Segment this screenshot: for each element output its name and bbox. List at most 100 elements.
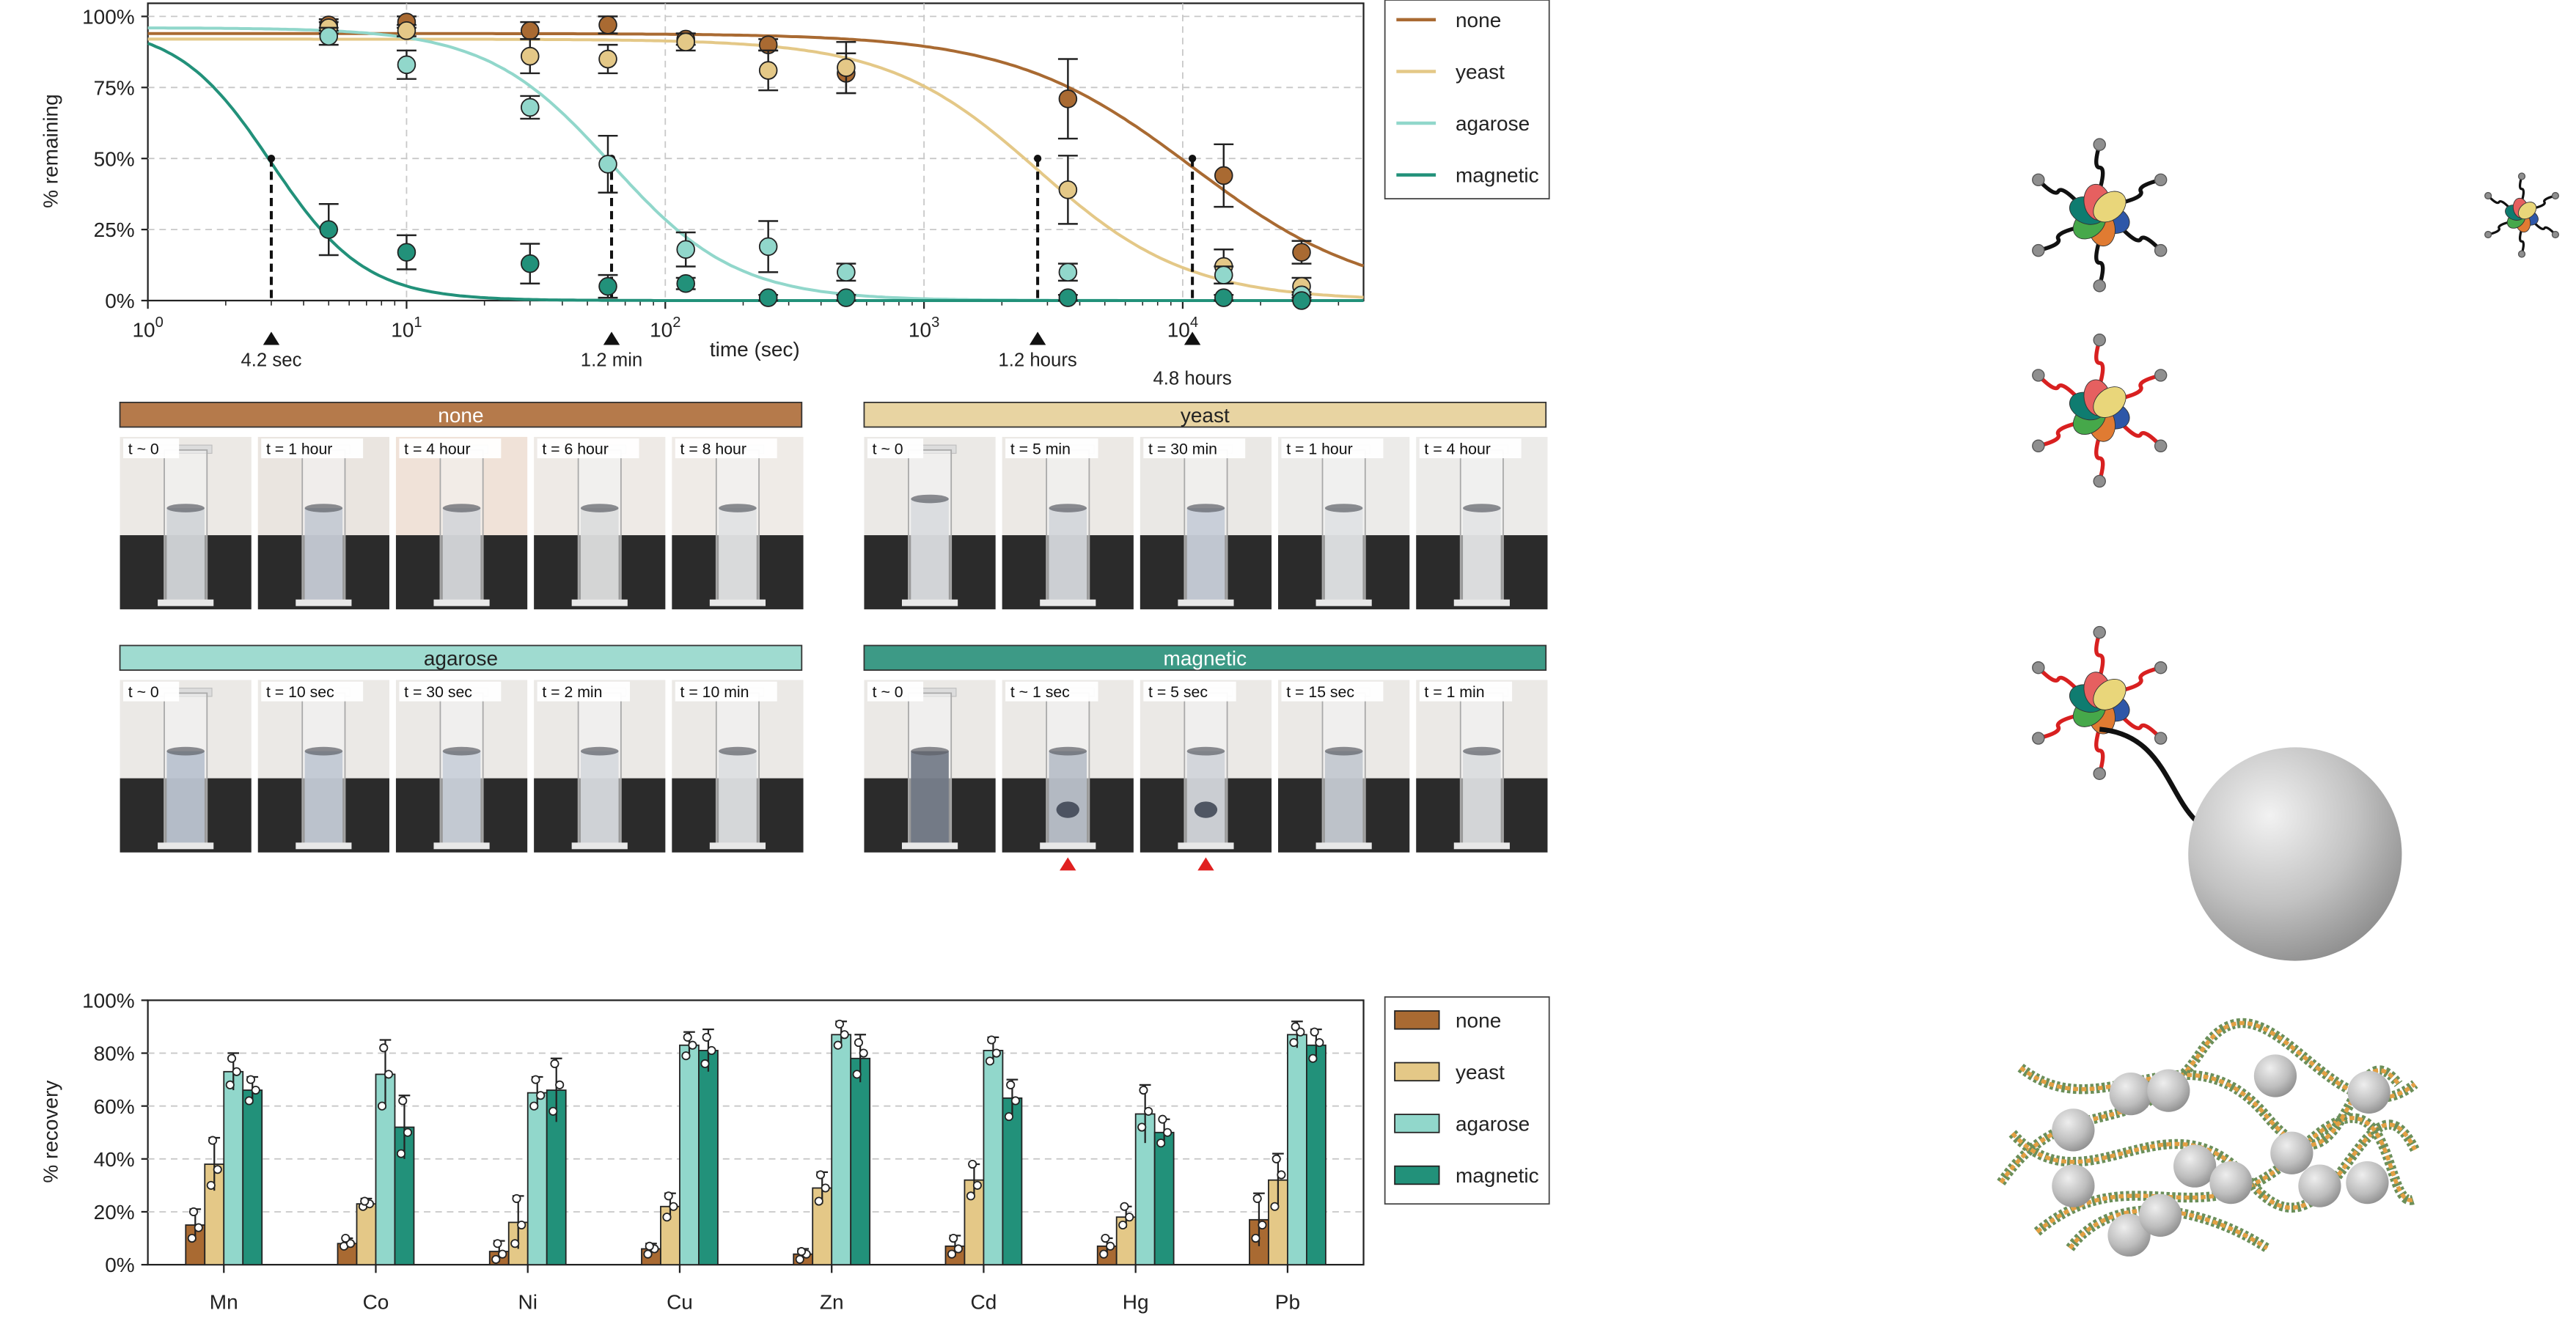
replicate-point [1006,1080,1016,1089]
linker-arm [2533,194,2556,210]
frame-label-bg [537,681,630,702]
replicate-point [384,1070,394,1079]
fit-curve-magnetic [147,42,1364,303]
frame-label: t = 1 min [1424,683,1484,701]
linker-arm [2487,194,2511,210]
replicate-point [949,1233,958,1243]
photo-panel-header [119,644,803,671]
replicate-point [251,1085,260,1095]
cuvette-photo: t ~ 0 [120,680,252,853]
cuvette-base [296,599,352,606]
arm-end-bead [2032,369,2045,382]
cuvette-liquid [1463,508,1501,601]
replicate-point [985,1056,995,1066]
cuvette-photo: t = 8 hour [672,436,804,610]
cuvette-base [709,842,766,850]
frame-label-bg [1005,681,1098,702]
agarose-bead [2173,1144,2217,1188]
replicate-point [1270,1202,1280,1211]
cuvette-meniscus [1324,504,1363,512]
cuvette-meniscus [911,746,949,756]
cuvette-photo: t ~ 0 [120,436,252,610]
photo-panel-none: none t ~ 0 t = 1 hour t = 4 hour t = 6 hour t… [119,402,804,610]
frame-label: t = 1 hour [266,440,332,457]
agarose-bead [2298,1164,2341,1207]
bar-category-labels: Mn Co Ni Cu Zn Cd Hg Pb [210,1265,1300,1314]
cuvette-base [901,842,958,850]
cuvette-photo: t = 30 sec [395,680,528,853]
cuvette-meniscus [911,494,949,504]
replicate-point [664,1191,673,1201]
yeast-displayed-protein-icon [2032,334,2168,488]
bar-y-tick-label: 40% [94,1148,135,1171]
legend-label-yeast: yeast [1456,61,1505,84]
data-point-magnetic [598,276,617,296]
cuvette-meniscus [1324,746,1363,756]
arm-end-bead [2032,243,2045,257]
replicate-point [187,1233,197,1243]
photo-panel-title: agarose [424,647,498,669]
data-point-magnetic [676,273,695,293]
frame-label-bg [261,681,364,702]
replicate-point [341,1233,351,1243]
photo-panel-title: none [438,404,483,427]
agarose-network-icon [1997,1018,2420,1257]
decay-x-tick-label: 100 [132,315,163,341]
fit-curve-yeast [147,37,1364,299]
bar-agarose [1287,1034,1307,1266]
cuvette-photo: t ~ 0 [864,436,996,610]
data-point-none [1292,243,1311,262]
replicate-point [645,1241,654,1251]
replicate-point [396,1149,406,1158]
arm-end-bead [2032,732,2045,745]
arm-end-bead [2032,173,2045,187]
photo-panel-title: magnetic [1164,647,1247,669]
frame-label: t ~ 1 sec [1010,683,1070,701]
decay-y-tick-label: 0% [105,290,134,312]
frame-label-bg [537,438,639,459]
agarose-bead [2147,1069,2190,1112]
frame-label-bg [1005,438,1098,459]
replicate-point [1125,1213,1134,1222]
decay-x-tick-exponent: 4 [1190,315,1198,331]
replicate-point [232,1067,241,1076]
replicate-point [972,1180,982,1190]
data-point-agarose [837,262,856,282]
small-protein-icon [2484,172,2560,258]
category-label: Co [363,1291,389,1314]
cuvette-photo: t = 10 min [672,680,804,853]
replicate-point [991,1048,1001,1058]
cuvette-liquid [1186,508,1225,601]
frame-label-bg [867,438,924,459]
cuvette-liquid [166,751,205,845]
frame-label: t = 6 hour [542,440,608,457]
replicate-point [403,1128,413,1137]
cuvette-photo: t = 1 min [1416,680,1548,853]
linker-arm [2094,631,2105,680]
bar-plot-frame [147,999,1365,1266]
replicate-point [379,1043,389,1053]
data-point-magnetic [521,254,540,273]
replicate-point [854,1038,863,1048]
data-point-agarose [598,155,617,174]
photo-panel-header [863,644,1547,671]
arm-end-bead [2093,334,2106,347]
linker-arm [2094,239,2105,287]
linker-arm [2532,221,2557,236]
cuvette-base [1453,599,1510,606]
replicate-point [208,1136,218,1145]
frame-label-bg [675,681,777,702]
photo-panel-header [863,402,1547,428]
replicate-point [377,1101,387,1111]
bar-legend-label-yeast: yeast [1456,1061,1505,1084]
linker-arm [2119,226,2162,252]
cuvette-meniscus [304,746,343,756]
frame-label: t = 10 sec [266,683,334,701]
decay-x-tick-base: 10 [909,318,931,341]
cuvette-photo: t = 4 hour [395,436,528,610]
data-point-yeast [758,61,778,80]
replicate-point [1252,1194,1262,1203]
category-label: Cu [667,1291,693,1314]
cuvette-liquid [442,751,481,845]
